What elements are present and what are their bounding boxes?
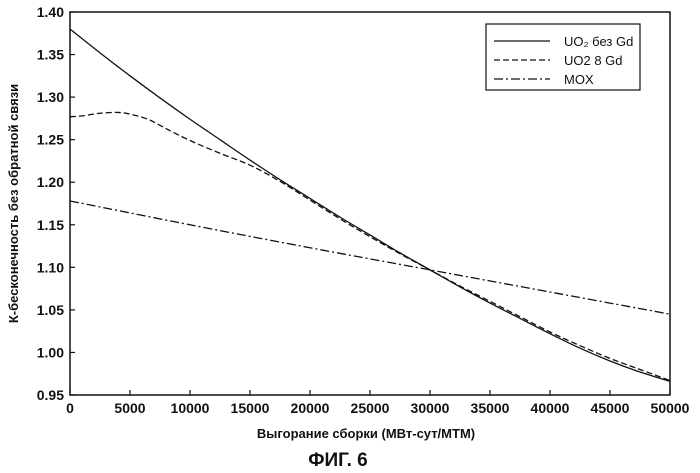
y-tick-label: 1.15 — [37, 217, 64, 233]
y-tick-label: 1.40 — [37, 4, 64, 20]
chart: К-бесконечность без обратной связи 0 5000… — [0, 0, 700, 473]
x-tick-label: 40000 — [531, 400, 570, 416]
figure-caption: ФИГ. 6 — [308, 450, 367, 471]
y-tick-label: 1.20 — [37, 174, 64, 190]
x-tick-label: 10000 — [171, 400, 210, 416]
y-axis-label: К-бесконечность без обратной связи — [6, 84, 21, 323]
y-tick-label: 0.95 — [37, 387, 64, 403]
x-tick-label: 35000 — [471, 400, 510, 416]
legend-entry-2: UO2 8 Gd — [564, 53, 623, 68]
series-line-3 — [70, 201, 670, 314]
legend: UO₂ без Gd UO2 8 Gd MOX — [486, 24, 640, 90]
y-tick-label: 1.05 — [37, 302, 64, 318]
x-axis-label: Выгорание сборки (МВт-сут/МТМ) — [257, 426, 475, 441]
y-tick-label: 1.00 — [37, 344, 64, 360]
y-tick-label: 1.25 — [37, 132, 64, 148]
y-tick-label: 1.35 — [37, 47, 64, 63]
x-tick-label: 25000 — [351, 400, 390, 416]
legend-entry-1: UO₂ без Gd — [564, 34, 633, 49]
y-axis-label-group: К-бесконечность без обратной связи — [6, 84, 21, 323]
x-tick-label: 20000 — [291, 400, 330, 416]
x-tick-label: 15000 — [231, 400, 270, 416]
x-tick-label: 30000 — [411, 400, 450, 416]
y-tick-label: 1.10 — [37, 259, 64, 275]
legend-entry-3: MOX — [564, 72, 594, 87]
x-tick-label: 45000 — [591, 400, 630, 416]
series-line-2 — [70, 112, 670, 380]
x-tick-label: 0 — [66, 400, 74, 416]
x-tick-label: 5000 — [114, 400, 145, 416]
x-tick-label: 50000 — [651, 400, 690, 416]
y-tick-label: 1.30 — [37, 89, 64, 105]
